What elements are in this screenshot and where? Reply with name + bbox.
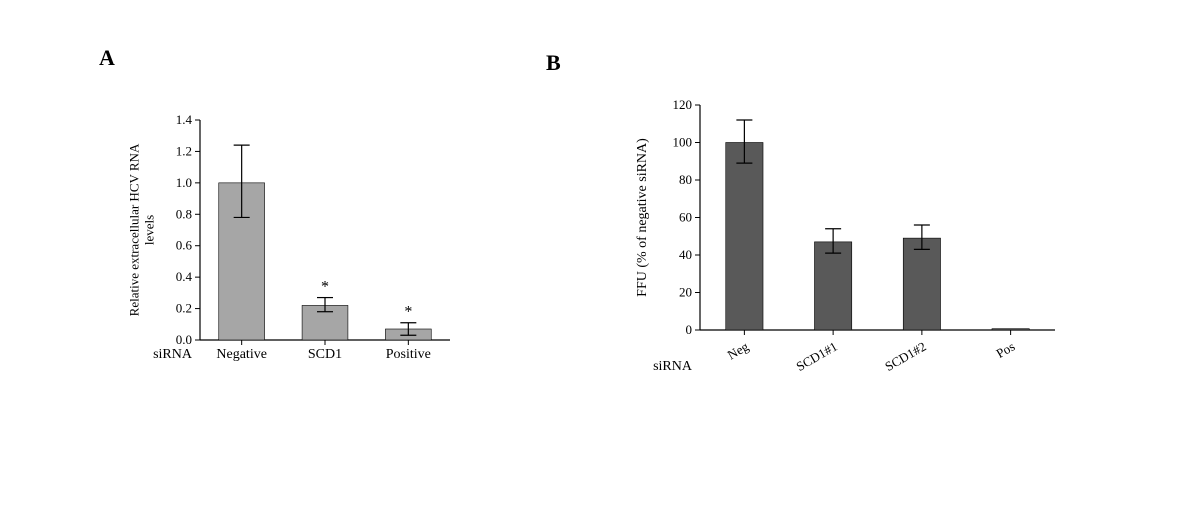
chart-B: 0 20 40 60 80 100 120 FFU (% of negative siRNA)… (630, 85, 1075, 410)
chart-B-y-tick-label: 40 (679, 247, 692, 262)
chart-B-bar (992, 329, 1029, 330)
chart-A-y-tick-label: 1.2 (176, 143, 192, 158)
chart-B-category-label: SCD1#2 (882, 339, 928, 374)
chart-A-x-prefix: siRNA (153, 347, 193, 362)
chart-A-category-label: SCD1 (308, 347, 342, 362)
chart-B-category-label: SCD1#1 (794, 339, 840, 374)
chart-B-y-tick-label: 0 (686, 322, 693, 337)
chart-B-y-tick-label: 120 (673, 97, 693, 112)
chart-A-y-title-line: levels (141, 215, 156, 245)
chart-A-y-tick-label: 0.8 (176, 206, 192, 221)
panel-B-label-text: B (546, 50, 561, 75)
chart-B-category-label: Neg (725, 338, 752, 362)
chart-B-bar (726, 143, 763, 331)
chart-A-y-title: Relative extracellular HCV RNAlevels (127, 143, 157, 316)
chart-A-category-label: Positive (386, 347, 431, 362)
chart-B-x-prefix: siRNA (653, 359, 693, 374)
chart-A: 0.0 0.2 0.4 0.6 0.8 1.0 1.2 1.4 Relative extrace… (130, 100, 470, 420)
chart-B-y-title-line: FFU (% of negative siRNA) (635, 138, 650, 297)
chart-A-y-tick-label: 0.6 (176, 238, 193, 253)
chart-A-svg: 0.0 0.2 0.4 0.6 0.8 1.0 1.2 1.4 Relative extrace… (130, 100, 470, 420)
chart-A-y-tick-label: 1.0 (176, 175, 192, 190)
chart-A-y-tick-label: 0.2 (176, 301, 192, 316)
chart-B-y-title: FFU (% of negative siRNA) (635, 138, 650, 297)
chart-B-y-tick-label: 100 (673, 135, 693, 150)
chart-B-bar (903, 238, 940, 330)
chart-A-y-title-line: Relative extracellular HCV RNA (127, 143, 142, 316)
panel-A-label: A (99, 45, 115, 71)
chart-B-bar (814, 242, 851, 330)
chart-A-category-label: Negative (216, 347, 267, 362)
figure-root: { "panel_labels": { "A": "A", "B": "B" }… (0, 0, 1186, 519)
chart-B-y-tick-label: 80 (679, 172, 692, 187)
panel-B-label: B (546, 50, 561, 76)
chart-A-y-tick-label: 1.4 (176, 112, 193, 127)
chart-A-y-tick-label: 0.0 (176, 332, 192, 347)
chart-A-y-tick-label: 0.4 (176, 269, 193, 284)
chart-B-category-label: Pos (994, 339, 1018, 361)
chart-A-annotation: * (404, 304, 412, 321)
chart-B-y-tick-label: 60 (679, 210, 692, 225)
panel-A-label-text: A (99, 45, 115, 70)
chart-B-y-tick-label: 20 (679, 285, 692, 300)
chart-A-annotation: * (321, 279, 329, 296)
chart-B-svg: 0 20 40 60 80 100 120 FFU (% of negative siRNA)… (630, 85, 1075, 410)
